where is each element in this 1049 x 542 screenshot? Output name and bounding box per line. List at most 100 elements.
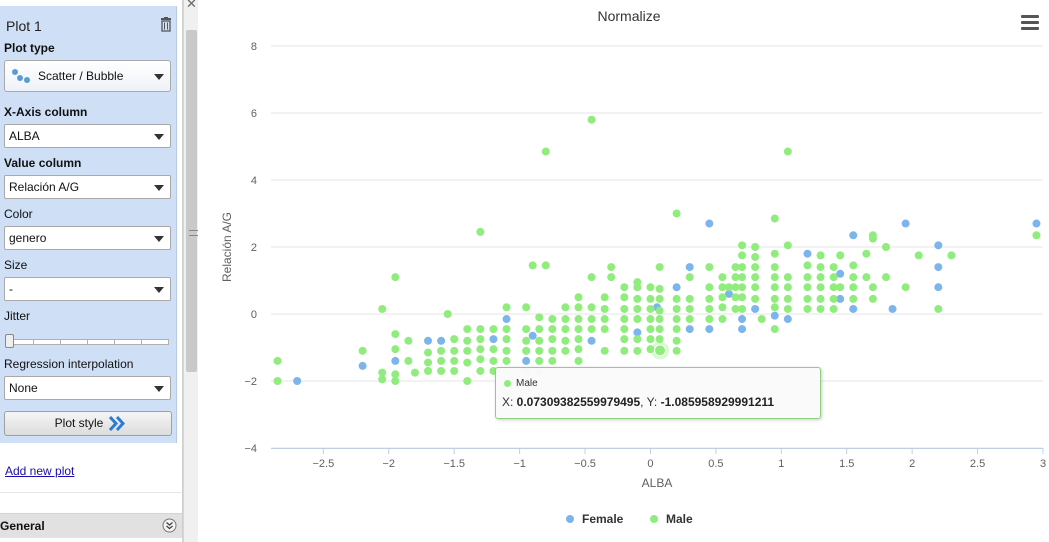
double-chevron-right-icon: [108, 416, 125, 431]
size-label: Size: [4, 258, 28, 272]
y-tick-label: 2: [251, 242, 257, 254]
plot-style-button[interactable]: Plot style: [4, 411, 172, 436]
color-select[interactable]: genero: [4, 226, 171, 250]
data-point-female: [391, 356, 400, 365]
trash-icon[interactable]: [160, 17, 172, 32]
tooltip-x-prefix: X:: [502, 395, 517, 409]
data-point-male: [391, 345, 400, 354]
data-point-female: [751, 304, 760, 313]
data-point-male: [502, 356, 511, 365]
color-label: Color: [4, 207, 33, 221]
x-tick-label: 2: [909, 458, 915, 470]
data-point-female: [803, 249, 812, 258]
color-value: genero: [9, 231, 47, 245]
data-point-male: [751, 273, 760, 282]
data-point-male: [849, 261, 858, 270]
size-select[interactable]: -: [4, 277, 171, 301]
data-point-male: [450, 366, 459, 375]
data-point-male: [587, 303, 596, 312]
regression-select[interactable]: None: [4, 376, 171, 400]
legend[interactable]: Female Male: [566, 512, 693, 526]
y-tick-label: 8: [251, 41, 257, 53]
data-point-male: [600, 346, 609, 355]
add-new-plot-link[interactable]: Add new plot: [5, 464, 75, 478]
data-point-female: [836, 294, 845, 303]
x-tick-label: −2.5: [312, 458, 334, 470]
data-point-male: [410, 368, 419, 377]
data-point-male: [463, 377, 472, 385]
data-point-male: [783, 273, 792, 282]
data-point-male: [738, 263, 747, 272]
data-point-male: [738, 293, 747, 302]
data-point-male: [561, 315, 570, 324]
data-point-male: [705, 283, 714, 292]
data-point-male: [705, 263, 714, 272]
chevron-down-icon: [154, 74, 164, 80]
hovered-point: [654, 344, 667, 357]
data-point-female: [738, 315, 747, 324]
data-point-male: [476, 366, 485, 375]
data-point-male: [548, 346, 557, 355]
data-point-male: [450, 346, 459, 355]
data-point-male: [535, 336, 544, 345]
value-column-value: Relación A/G: [9, 180, 80, 194]
data-point-female: [685, 325, 694, 334]
jitter-slider-track[interactable]: [6, 339, 169, 345]
legend-label-female: Female: [582, 512, 624, 526]
data-point-male: [705, 315, 714, 324]
data-point-male: [868, 294, 877, 303]
x-tick-label: −1: [513, 458, 526, 470]
data-point-male: [541, 147, 550, 156]
data-point-male: [770, 283, 779, 292]
x-tick-label: 1.5: [839, 458, 854, 470]
data-point-male: [502, 303, 511, 312]
general-section-header[interactable]: General: [0, 513, 182, 538]
data-point-male: [463, 336, 472, 345]
data-point-male: [620, 346, 629, 355]
data-point-male: [731, 304, 740, 313]
data-point-male: [829, 263, 838, 272]
data-point-male: [770, 249, 779, 258]
data-point-male: [718, 283, 727, 292]
data-point-male: [1032, 231, 1041, 240]
data-point-male: [738, 283, 747, 292]
data-point-male: [535, 325, 544, 334]
data-point-male: [404, 336, 413, 345]
data-point-male: [522, 336, 531, 345]
data-point-male: [672, 315, 681, 324]
data-point-male: [607, 273, 616, 282]
data-point-male: [816, 263, 825, 272]
sidebar-scrollbar[interactable]: [183, 0, 198, 542]
data-point-male: [561, 346, 570, 355]
plot-type-select[interactable]: Scatter / Bubble: [4, 60, 171, 92]
jitter-slider-handle[interactable]: [5, 334, 14, 348]
close-icon[interactable]: ✕: [186, 0, 197, 11]
plot-type-value: Scatter / Bubble: [38, 69, 124, 83]
data-point-male: [476, 335, 485, 344]
data-point-male: [731, 263, 740, 272]
data-point-female: [934, 241, 943, 250]
data-point-male: [816, 273, 825, 282]
y-tick-label: 4: [251, 175, 257, 187]
chevron-down-icon: [154, 185, 164, 191]
data-point-male: [655, 294, 664, 303]
data-point-male: [655, 306, 664, 315]
menu-icon[interactable]: [1021, 14, 1039, 30]
data-point-female: [705, 219, 714, 228]
data-point-female: [1032, 219, 1041, 228]
data-point-male: [783, 241, 792, 250]
data-point-male: [751, 253, 760, 262]
data-point-male: [587, 315, 596, 324]
data-point-male: [770, 263, 779, 272]
data-point-male: [476, 227, 485, 236]
data-point-male: [685, 315, 694, 324]
data-point-female: [836, 269, 845, 278]
expand-icon[interactable]: [162, 518, 177, 533]
value-column-select[interactable]: Relación A/G: [4, 175, 171, 199]
scatter-chart: 8 6 4 2 0 −2 −4 −2.5 −2 −1.5 −1 −0.5 0 0.5 1 1.5 2 2.5 3 AL…: [220, 41, 1046, 526]
data-point-male: [378, 368, 387, 377]
x-axis-select[interactable]: ALBA: [4, 124, 171, 148]
data-point-male: [404, 356, 413, 365]
scrollbar-thumb[interactable]: [186, 30, 198, 372]
data-point-female: [770, 311, 779, 320]
